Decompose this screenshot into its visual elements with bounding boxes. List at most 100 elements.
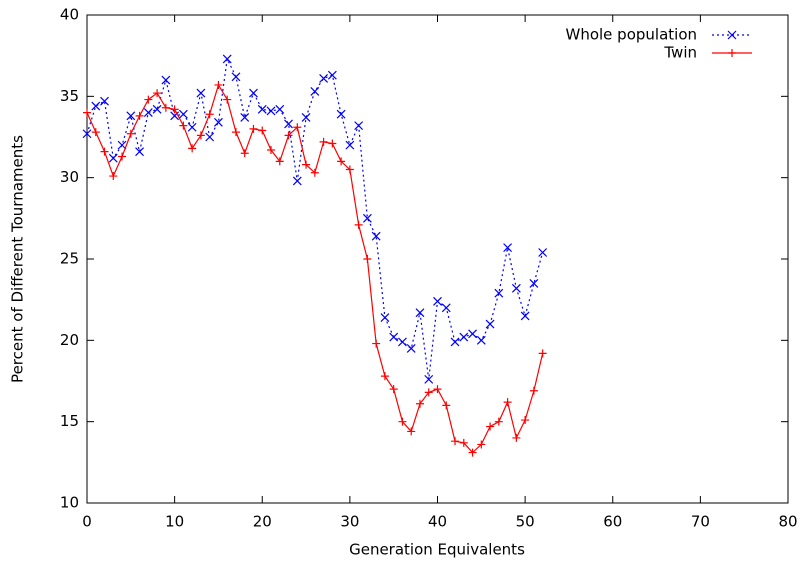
data-point xyxy=(336,109,346,119)
data-point xyxy=(406,344,416,353)
data-point xyxy=(117,140,127,150)
data-point xyxy=(337,157,346,166)
data-point xyxy=(424,374,434,384)
data-point xyxy=(83,108,91,117)
data-point xyxy=(284,131,293,140)
data-point xyxy=(380,372,389,381)
x-tick-label: 40 xyxy=(428,513,447,531)
data-point xyxy=(100,147,109,156)
y-tick-label: 40 xyxy=(60,6,79,24)
data-point xyxy=(450,337,460,347)
data-point xyxy=(424,388,433,397)
data-point xyxy=(407,427,416,436)
data-point xyxy=(451,437,460,446)
data-point xyxy=(91,101,101,111)
data-point xyxy=(319,74,329,83)
data-point xyxy=(205,132,215,142)
data-point xyxy=(433,296,442,306)
data-point xyxy=(415,399,424,408)
data-point xyxy=(494,288,504,298)
data-point xyxy=(222,54,232,64)
data-point xyxy=(415,308,425,318)
data-point xyxy=(144,95,153,104)
x-tick-label: 20 xyxy=(253,513,272,531)
data-point xyxy=(240,113,250,122)
data-point xyxy=(188,144,197,153)
data-point xyxy=(153,89,162,98)
data-point xyxy=(82,129,92,139)
data-point xyxy=(389,332,399,342)
data-point xyxy=(266,106,276,116)
data-point xyxy=(538,349,547,358)
data-point xyxy=(143,108,153,118)
data-point xyxy=(529,386,538,395)
data-point xyxy=(398,337,407,347)
y-tick-label: 20 xyxy=(60,331,79,349)
data-point xyxy=(485,319,495,329)
data-point xyxy=(310,168,319,177)
data-point xyxy=(108,153,118,163)
data-point xyxy=(363,255,372,263)
data-point xyxy=(293,123,302,132)
data-point xyxy=(161,103,170,112)
data-point xyxy=(301,113,311,122)
data-point xyxy=(100,96,109,106)
plot-frame xyxy=(86,14,789,504)
data-point xyxy=(486,422,495,431)
data-point xyxy=(118,152,127,161)
data-point xyxy=(187,122,197,132)
data-point xyxy=(240,149,249,158)
data-point xyxy=(372,339,381,348)
data-point xyxy=(214,80,223,89)
data-point xyxy=(521,416,530,425)
y-tick-label: 15 xyxy=(60,412,79,430)
legend-marker xyxy=(728,49,736,57)
data-point xyxy=(161,75,171,85)
data-point xyxy=(442,401,451,410)
data-point xyxy=(249,88,258,98)
data-point xyxy=(196,88,206,98)
data-point xyxy=(433,385,442,394)
data-point xyxy=(257,104,267,114)
legend-marker xyxy=(727,30,737,40)
x-axis-label: Generation Equivalents xyxy=(349,541,525,559)
data-point xyxy=(310,87,320,96)
data-point xyxy=(477,440,486,449)
data-point xyxy=(214,117,223,127)
data-point xyxy=(249,124,258,133)
data-point xyxy=(468,329,477,339)
data-point xyxy=(267,146,276,155)
data-point xyxy=(196,131,205,140)
data-point xyxy=(503,398,512,407)
data-point xyxy=(275,157,284,166)
data-point xyxy=(223,95,232,104)
data-point xyxy=(520,311,530,321)
data-point xyxy=(354,220,363,229)
data-point xyxy=(398,417,407,426)
x-tick-label: 50 xyxy=(516,513,535,531)
data-point xyxy=(354,121,364,131)
data-point xyxy=(538,248,548,257)
data-point xyxy=(441,303,451,313)
data-point xyxy=(284,119,293,129)
data-point xyxy=(205,110,214,119)
data-point xyxy=(345,140,355,150)
data-point xyxy=(345,165,354,174)
data-point xyxy=(459,332,469,342)
data-point xyxy=(371,231,381,241)
data-point xyxy=(109,172,118,181)
data-point xyxy=(503,243,513,253)
data-point xyxy=(459,438,468,447)
data-point xyxy=(529,278,539,288)
y-tick-label: 25 xyxy=(60,250,79,268)
data-point xyxy=(380,313,390,322)
x-tick-label: 60 xyxy=(603,513,622,531)
data-point xyxy=(135,147,144,157)
data-point xyxy=(126,129,135,138)
data-point xyxy=(362,213,372,223)
y-axis-label: Percent of Different Tournaments xyxy=(9,135,27,383)
data-point xyxy=(302,160,311,169)
data-point xyxy=(292,176,302,186)
